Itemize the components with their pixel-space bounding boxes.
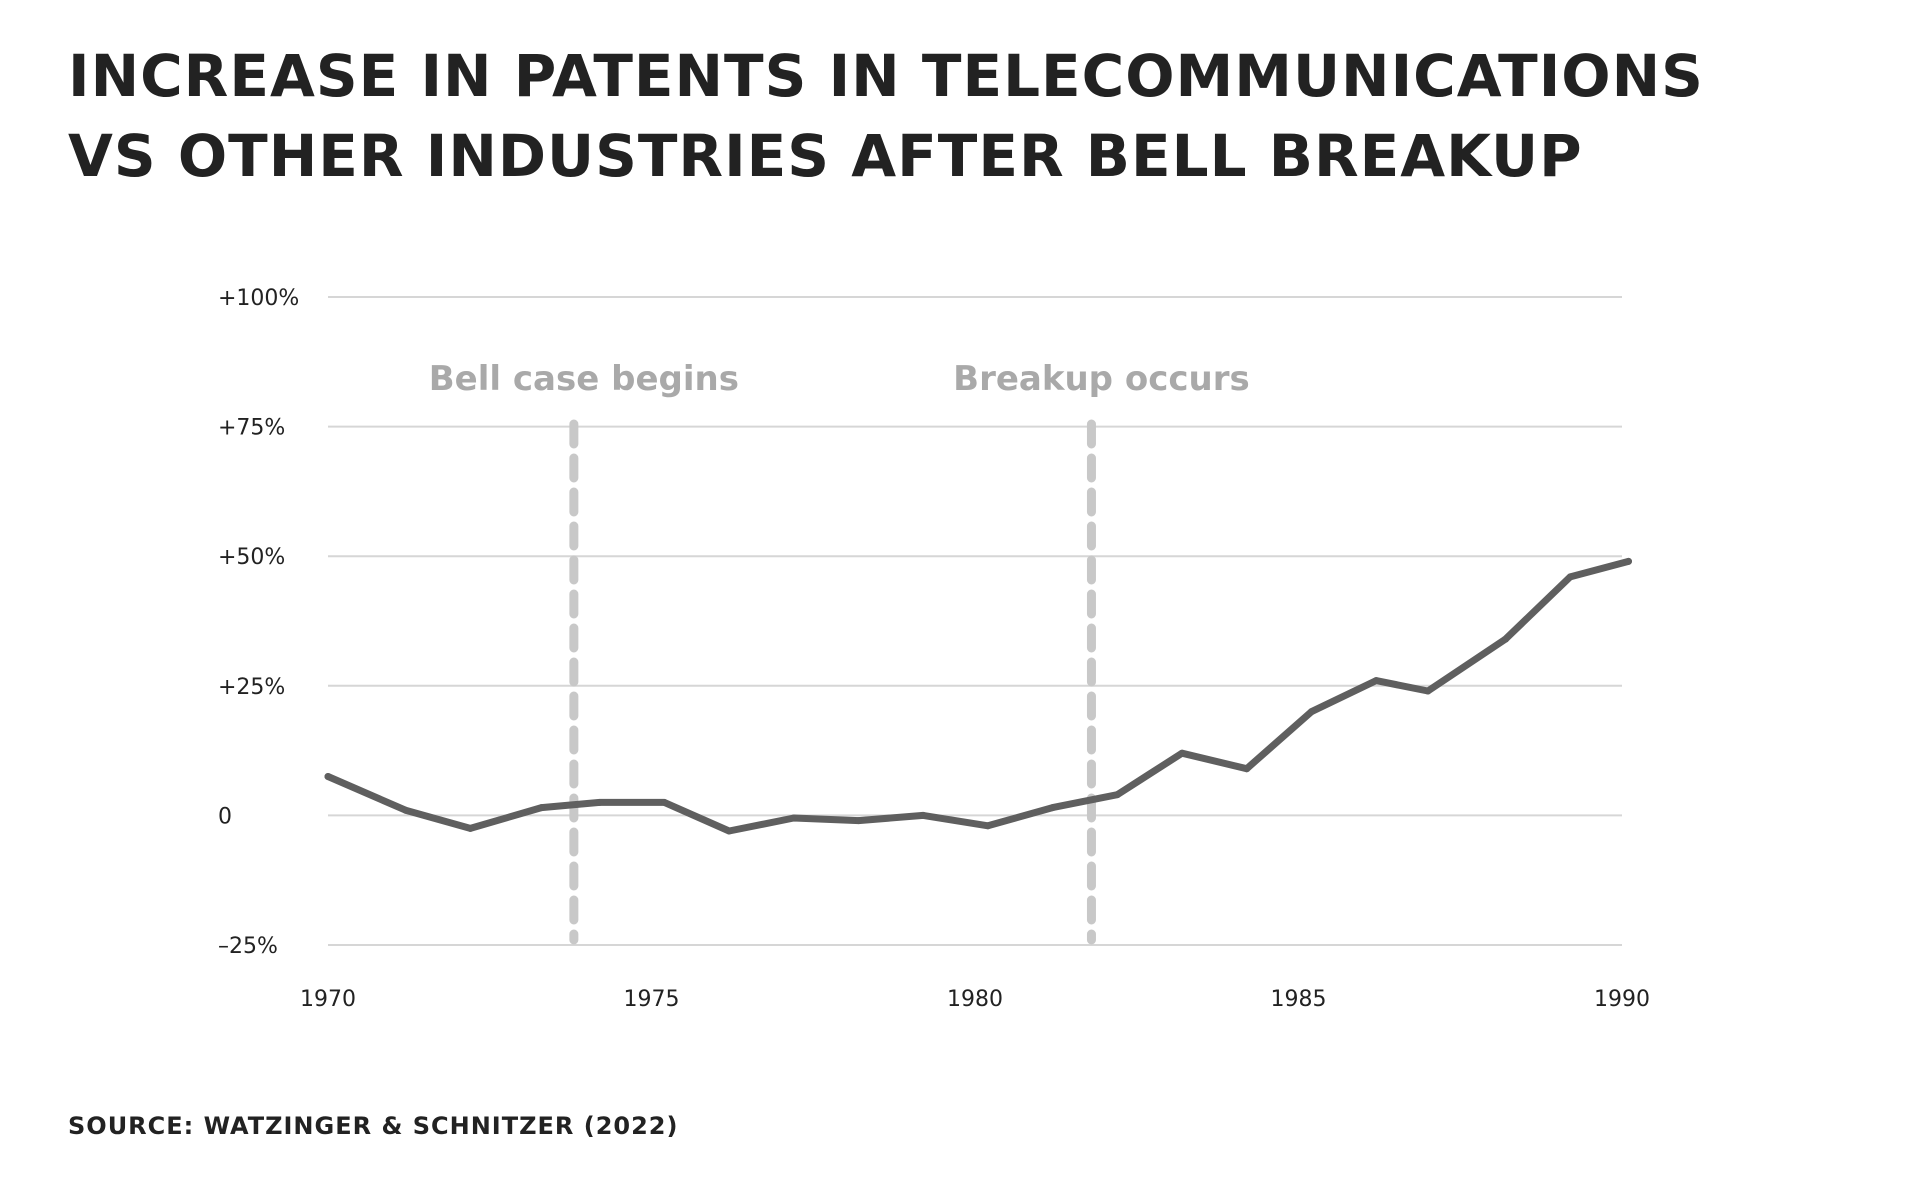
data-point [1624, 557, 1632, 565]
event-markers: Bell case begins Breakup occurs [429, 359, 1250, 945]
data-point [1502, 635, 1510, 643]
series-layer [324, 557, 1632, 835]
chart-title-line-1: INCREASE IN PATENTS IN TELECOMMUNICATION… [68, 42, 1704, 110]
event-marker-label: Bell case begins [429, 359, 739, 399]
data-point [1307, 708, 1315, 716]
data-point [1113, 791, 1121, 799]
data-point [1049, 804, 1057, 812]
data-point [324, 773, 332, 781]
data-point [402, 806, 410, 814]
x-tick-label: 1980 [947, 987, 1003, 1012]
series-line [324, 557, 1632, 835]
y-tick-label: +50% [218, 545, 285, 570]
data-point [790, 814, 798, 822]
data-point [1566, 573, 1574, 581]
data-point [1178, 749, 1186, 757]
y-tick-label: –25% [218, 934, 278, 959]
x-tick-label: 1985 [1271, 987, 1327, 1012]
data-point [1424, 687, 1432, 695]
data-point [855, 817, 863, 825]
data-point [538, 804, 546, 812]
data-point [596, 798, 604, 806]
chart-title-line-2: VS OTHER INDUSTRIES AFTER BELL BREAKUP [68, 122, 1583, 190]
source-note: SOURCE: WATZINGER & SCHNITZER (2022) [68, 1112, 679, 1140]
axis-labels: +100% +75% +50% +25% 0 –25% 1970 1975 1980 1985 19… [218, 286, 1650, 1012]
data-point [466, 824, 474, 832]
y-tick-label: +25% [218, 675, 285, 700]
data-point [1243, 765, 1251, 773]
data-point [660, 798, 668, 806]
data-point [725, 827, 733, 835]
x-tick-label: 1990 [1594, 987, 1650, 1012]
chart-title: INCREASE IN PATENTS IN TELECOMMUNICATION… [68, 36, 1828, 196]
x-tick-label: 1975 [624, 987, 680, 1012]
y-tick-label: +75% [218, 416, 285, 441]
data-point [919, 811, 927, 819]
y-tick-label: 0 [218, 804, 232, 829]
event-marker-label: Breakup occurs [953, 359, 1250, 399]
y-tick-label: +100% [218, 286, 299, 311]
data-point [984, 822, 992, 830]
x-tick-label: 1970 [300, 987, 356, 1012]
data-point [1372, 677, 1380, 685]
